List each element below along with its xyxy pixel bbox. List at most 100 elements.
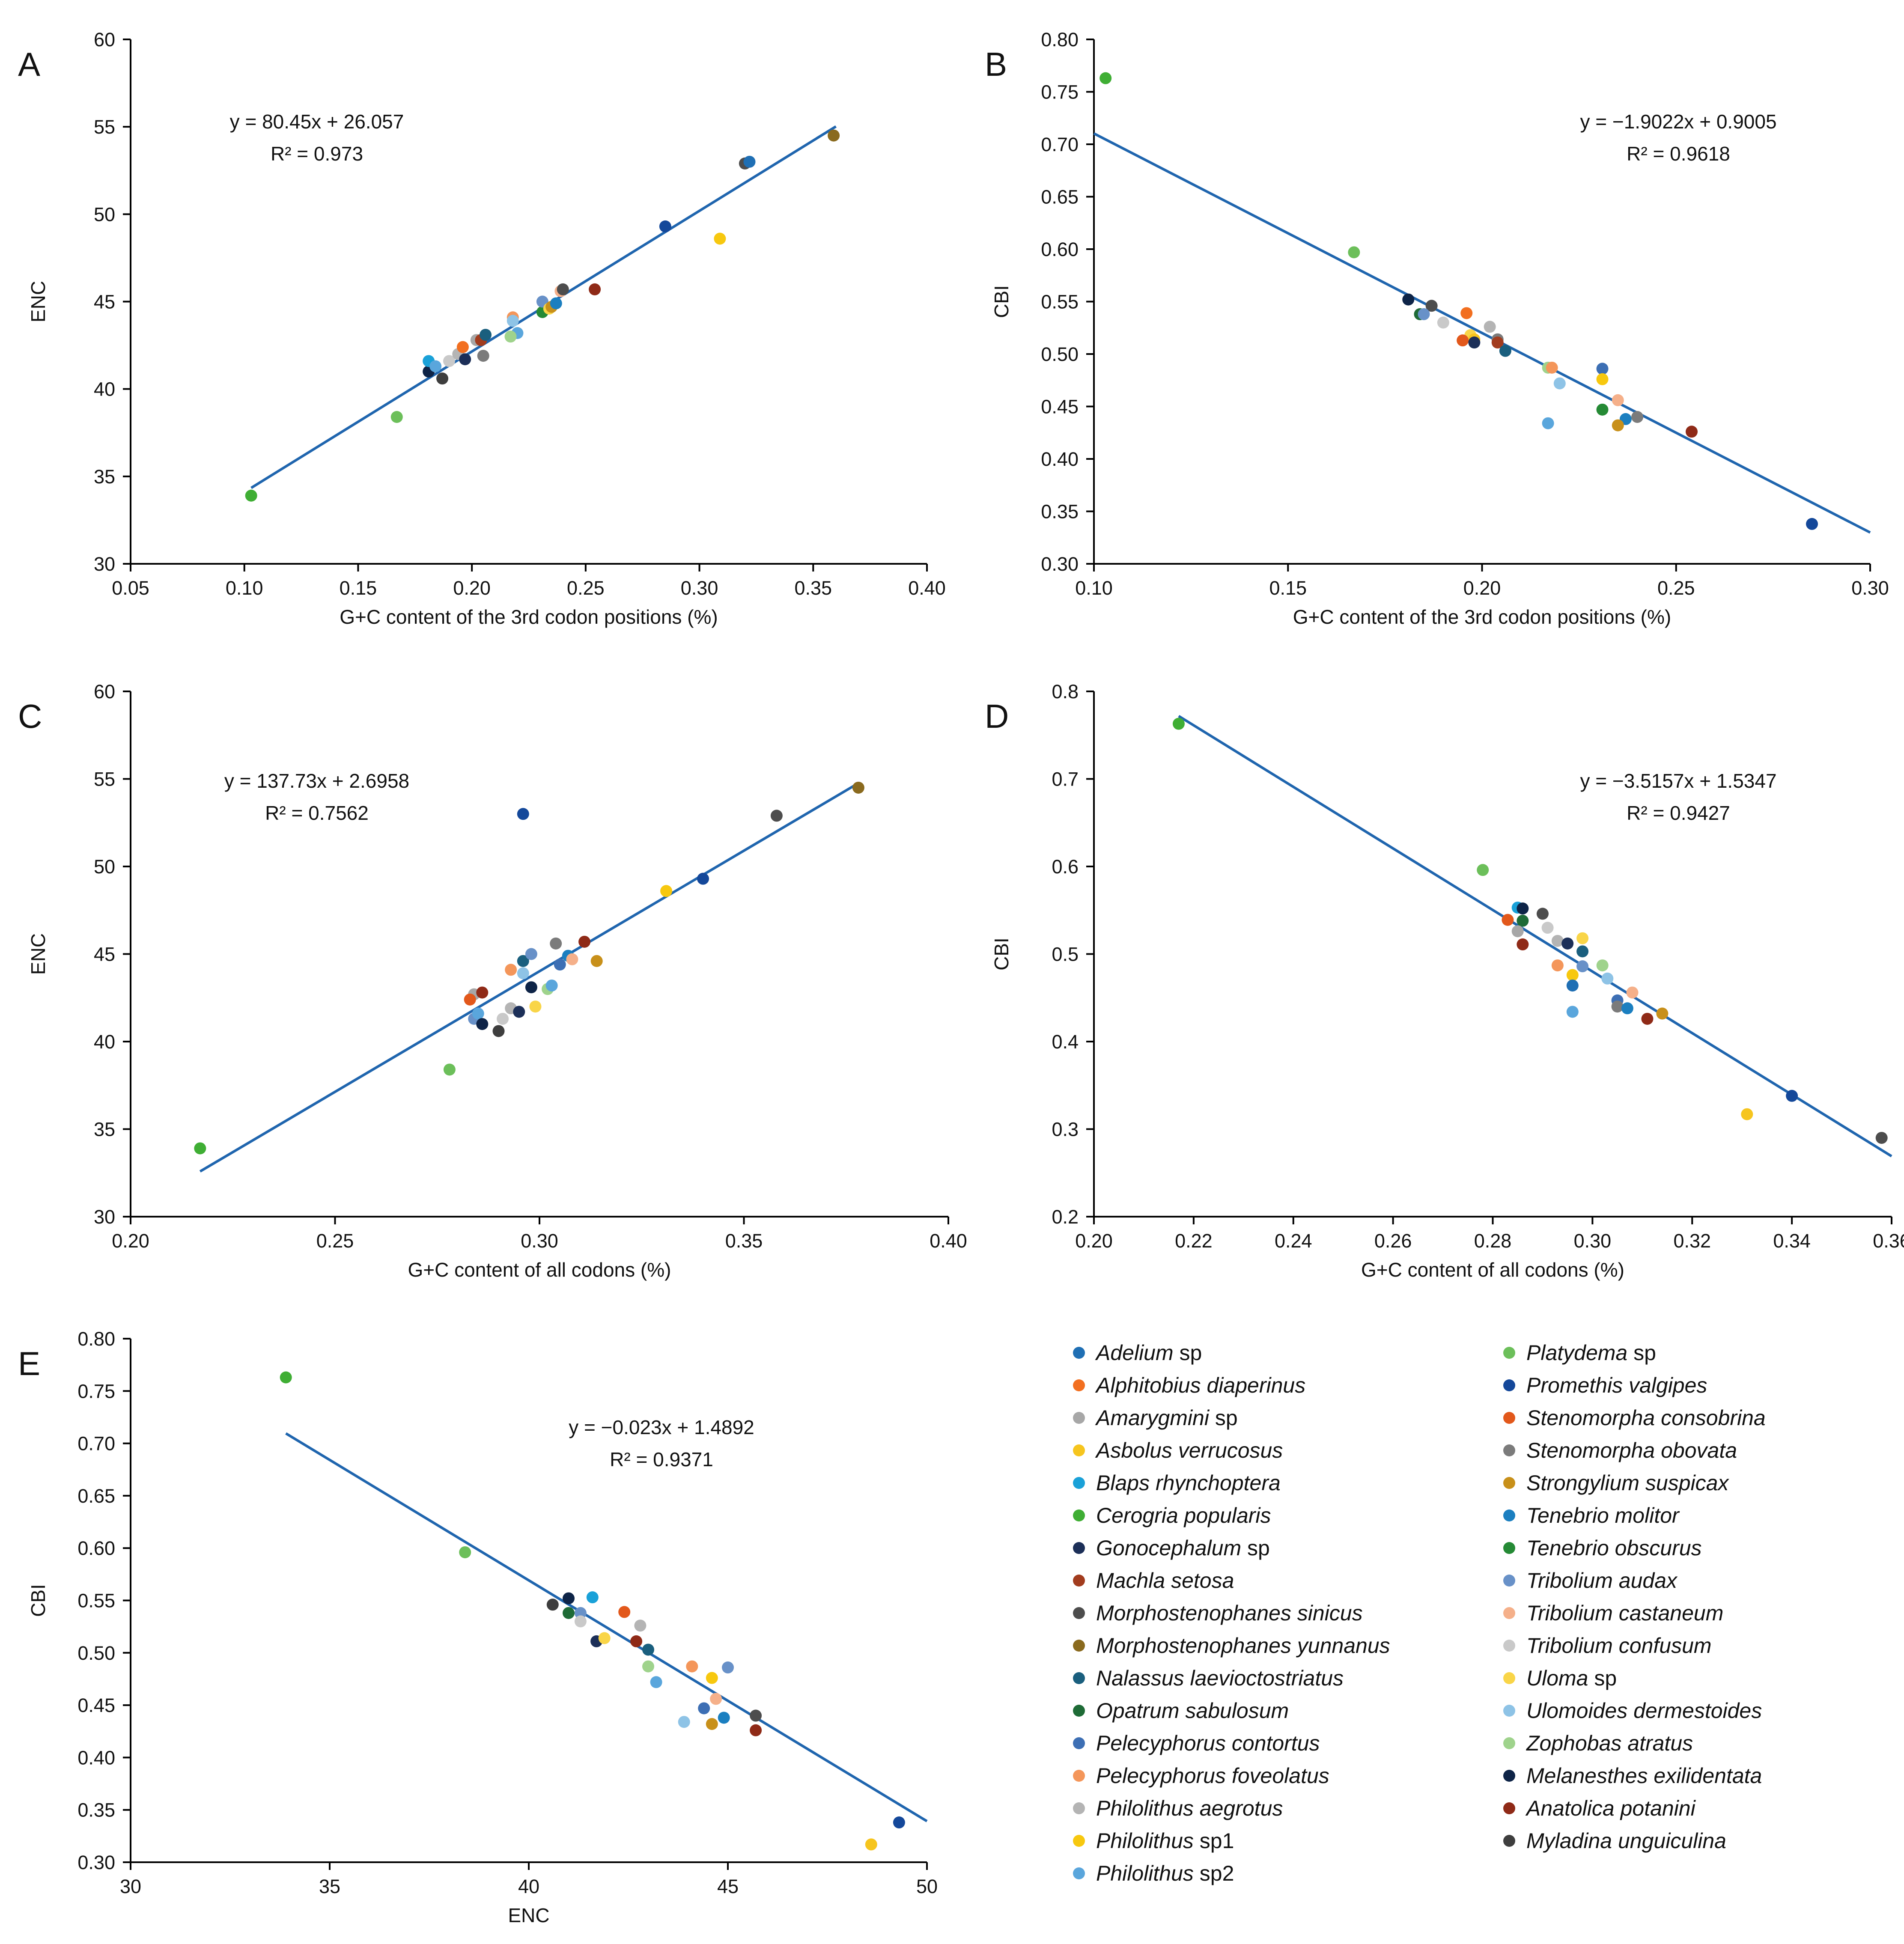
data-point (459, 353, 471, 366)
y-axis-title: CBI (27, 1584, 49, 1617)
legend-item: Tribolium audax (1503, 1569, 1678, 1593)
legend-item: Blaps rhynchoptera (1073, 1471, 1281, 1495)
y-tick-label: 55 (94, 768, 115, 790)
x-tick-label: 0.30 (521, 1230, 558, 1252)
data-point (1551, 935, 1564, 947)
data-point (1499, 345, 1511, 357)
legend-label: Myladina unguiculina (1526, 1829, 1726, 1853)
y-tick-label: 0.65 (1041, 186, 1079, 208)
data-point (634, 1620, 647, 1632)
data-point (1601, 972, 1614, 985)
x-tick-label: 0.32 (1673, 1230, 1711, 1252)
data-point (480, 329, 492, 341)
y-tick-label: 30 (94, 1206, 115, 1228)
data-point (1484, 321, 1496, 333)
legend-item: Philolithus aegrotus (1073, 1796, 1283, 1820)
legend-label: Amarygmini sp (1095, 1406, 1238, 1430)
legend-label: Cerogria popularis (1096, 1503, 1271, 1527)
data-point (557, 283, 569, 295)
data-point (1517, 938, 1529, 951)
x-tick-label: 0.15 (340, 577, 377, 599)
y-tick-label: 0.2 (1052, 1206, 1079, 1228)
data-point (517, 808, 529, 820)
data-point (550, 297, 562, 310)
x-tick-label: 0.22 (1175, 1230, 1213, 1252)
regression-equation: y = 80.45x + 26.057 (230, 110, 404, 133)
legend-item: Nalassus laevioctostriatus (1073, 1666, 1344, 1690)
data-point (429, 360, 442, 372)
data-point (598, 1632, 611, 1644)
data-point (1806, 518, 1818, 530)
data-point (554, 959, 566, 971)
legend-item: Promethis valgipes (1503, 1373, 1707, 1397)
legend-item: Tribolium castaneum (1503, 1601, 1723, 1625)
x-tick-label: 0.40 (930, 1230, 967, 1252)
y-tick-label: 35 (94, 1119, 115, 1140)
x-tick-label: 45 (717, 1876, 739, 1897)
y-tick-label: 60 (94, 29, 115, 51)
data-point (1641, 1012, 1654, 1025)
data-point (1511, 925, 1524, 938)
legend-marker (1503, 1705, 1515, 1717)
y-tick-label: 0.45 (1041, 396, 1079, 418)
data-point (1786, 1090, 1798, 1102)
legend-item: Morphostenophanes sinicus (1073, 1601, 1363, 1625)
data-point (706, 1718, 718, 1730)
legend-marker (1503, 1509, 1515, 1521)
legend-label: Opatrum sabulosum (1096, 1699, 1289, 1723)
data-point (245, 489, 257, 502)
x-tick-label: 40 (518, 1876, 539, 1897)
y-tick-label: 30 (94, 553, 115, 575)
y-tick-label: 0.55 (77, 1590, 115, 1612)
data-point (1596, 373, 1609, 385)
data-point (1437, 316, 1449, 329)
trend-line (285, 1432, 928, 1822)
data-point (589, 283, 601, 295)
y-tick-label: 0.8 (1052, 681, 1079, 703)
y-tick-label: 50 (94, 203, 115, 225)
legend-marker (1503, 1477, 1515, 1489)
legend-marker (1073, 1477, 1085, 1489)
legend-label: Machla setosa (1096, 1569, 1234, 1593)
data-point (659, 220, 671, 232)
data-point (586, 1591, 599, 1604)
data-point (1626, 986, 1639, 999)
y-axis-title: CBI (990, 285, 1013, 318)
panel-a: A 0.05 0.10 0.15 0.20 0.25 0.30 0.35 0.40 30 35 40 4… (18, 29, 946, 628)
data-point (1402, 293, 1415, 306)
y-axis-title: ENC (27, 933, 49, 975)
x-tick-label: 50 (916, 1876, 938, 1897)
y-axis-title: ENC (27, 281, 49, 322)
data-point (280, 1371, 292, 1384)
legend-label: Philolithus aegrotus (1096, 1796, 1283, 1820)
data-point (1611, 1000, 1624, 1013)
legend-label: Nalassus laevioctostriatus (1096, 1666, 1344, 1690)
legend-item: Platydema sp (1503, 1341, 1656, 1365)
data-point (574, 1607, 587, 1619)
r-squared: R² = 0.9618 (1627, 143, 1730, 165)
data-point (1541, 922, 1554, 934)
r-squared: R² = 0.7562 (265, 802, 369, 824)
data-point (492, 1025, 505, 1037)
legend-marker (1503, 1770, 1515, 1782)
data-point (1596, 403, 1609, 416)
r-squared: R² = 0.9371 (610, 1448, 713, 1471)
legend-marker (1073, 1509, 1085, 1521)
legend-item: Pelecyphorus contortus (1073, 1731, 1320, 1755)
legend-marker (1073, 1705, 1085, 1717)
trend-line (1093, 132, 1871, 534)
panel-b: B 0.10 0.15 0.20 0.25 0.30 0.30 0.35 0.40 0.45 0.5… (985, 29, 1889, 628)
data-point (563, 1592, 575, 1605)
legend-item: Stenomorpha obovata (1503, 1438, 1737, 1462)
r-squared: R² = 0.973 (271, 143, 363, 165)
data-point (456, 341, 469, 353)
data-point (686, 1660, 698, 1673)
legend: Adelium sp Alphitobius diaperinus Amarygmi… (1073, 1341, 1766, 1885)
data-point (718, 1712, 730, 1724)
x-axis-title: G+C content of the 3rd codon positions (… (340, 606, 718, 628)
panel-letter: B (985, 45, 1007, 83)
legend-label: Pelecyphorus contortus (1096, 1731, 1320, 1755)
panel-e: E 30 35 40 45 50 0.30 0.35 0.40 0.45 0.50 0.55 0.60 0… (18, 1328, 938, 1926)
legend-item: Philolithus sp1 (1073, 1829, 1234, 1853)
